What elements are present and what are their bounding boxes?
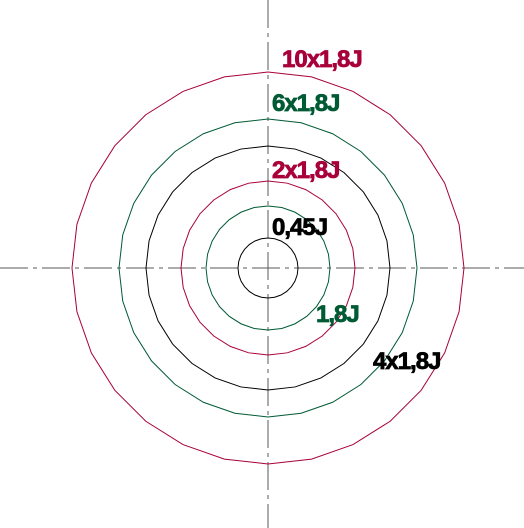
ring-0-45j — [237, 237, 299, 299]
rings — [71, 71, 465, 465]
label-1-8j: 1,8J — [316, 301, 359, 328]
label-6x1-8j: 6x1,8J — [272, 90, 339, 117]
ring-6x1-8j — [118, 118, 418, 418]
label-2x1-8j: 2x1,8J — [272, 157, 339, 184]
ring-4x1-8j — [145, 145, 391, 391]
label-4x1-8j: 4x1,8J — [373, 348, 440, 375]
ring-labels: 0,45J 1,8J 2x1,8J 4x1,8J 6x1,8J 10x1,8J — [272, 46, 442, 376]
ring-1-8j — [205, 205, 331, 331]
label-10x1-8j: 10x1,8J — [282, 46, 362, 73]
ring-10x1-8j — [71, 71, 465, 465]
label-0-45j: 0,45J — [272, 214, 327, 241]
ring-2x1-8j — [180, 180, 356, 356]
